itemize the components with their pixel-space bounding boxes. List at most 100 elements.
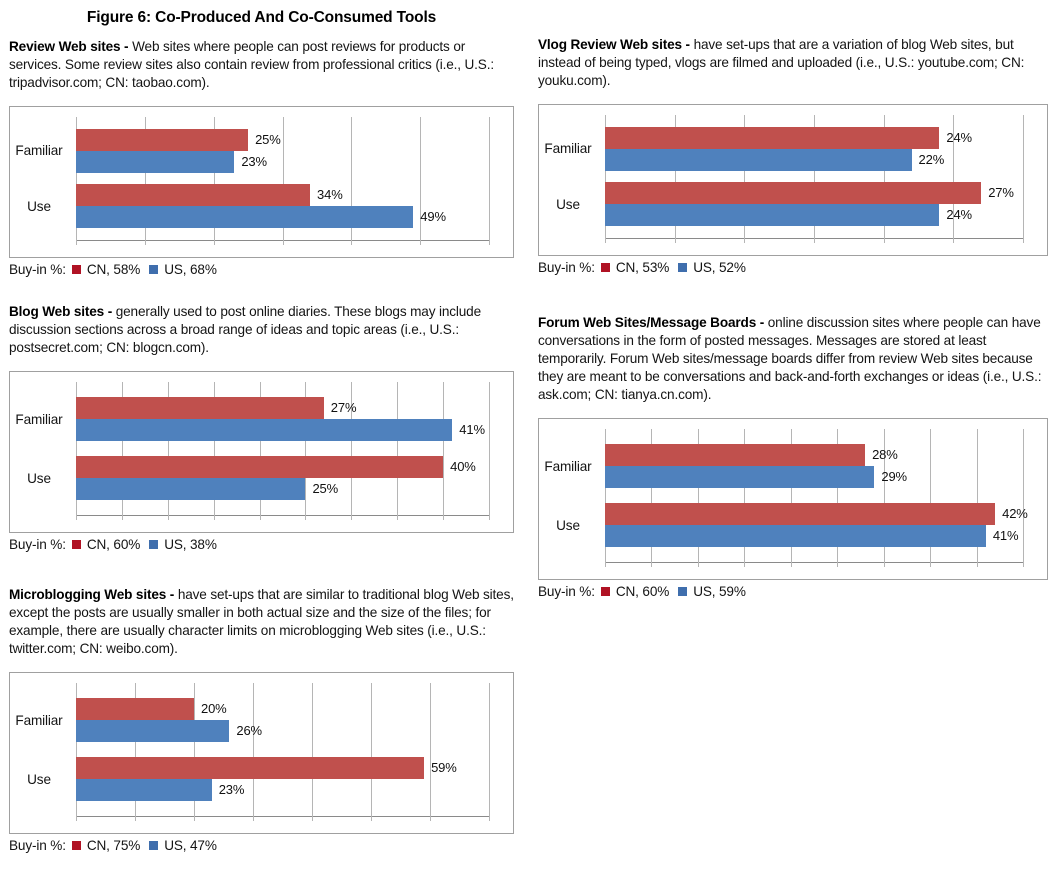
buyin-label: Buy-in %:	[9, 838, 66, 853]
category-label: Familiar	[15, 712, 63, 728]
bar-row-cn: 24%	[605, 126, 1023, 149]
bar-value-label: 23%	[241, 153, 267, 169]
bar-row-us: 41%	[76, 419, 489, 441]
bar-us-use	[76, 779, 212, 801]
gridline	[351, 382, 353, 520]
buyin-legend: Buy-in %: CN, 60% US, 59%	[538, 584, 1048, 599]
bar-us-use	[605, 204, 940, 227]
bar-cn-use	[76, 184, 311, 207]
bar-row-cn: 59%	[76, 757, 489, 779]
section-description: Blog Web sites - generally used to post …	[9, 303, 514, 357]
bar-value-label: 41%	[992, 528, 1019, 543]
cn-legend-swatch	[71, 841, 81, 850]
section-body: generally used to post online diaries. T…	[9, 304, 481, 355]
cn-legend-swatch	[600, 587, 610, 596]
gridline	[744, 115, 746, 243]
gridline	[144, 117, 146, 245]
cn-legend-swatch	[600, 263, 610, 272]
chart-review-web-sites: Familiar 25% 23% Use 34% 49%	[9, 106, 514, 258]
category-label: Use	[27, 198, 51, 214]
bar-cn-familiar	[605, 126, 940, 149]
plot-area: Familiar 25% 23% Use 34% 49%	[15, 117, 490, 245]
section-body: have set-ups that are a variation of blo…	[538, 37, 1025, 88]
gridline	[651, 429, 653, 567]
bar-value-label: 59%	[431, 760, 457, 775]
gridline	[253, 683, 254, 821]
section-lead: Review Web sites -	[9, 39, 129, 54]
bar-row-us: 41%	[605, 525, 1023, 547]
gridline	[697, 429, 699, 567]
section-lead: Microblogging Web sites -	[9, 587, 175, 602]
gridline	[790, 429, 792, 567]
section-blog-web-sites: Blog Web sites - generally used to post …	[9, 303, 514, 552]
gridline	[121, 382, 123, 520]
gridline	[420, 117, 422, 245]
bar-group-use: Use 40% 25%	[27, 456, 489, 500]
bar-group-familiar: Familiar 20% 26%	[15, 698, 489, 742]
bar-group-familiar: Familiar 28% 29%	[544, 444, 1023, 488]
bar-row-cn: 34%	[76, 184, 489, 207]
plot-area: Familiar 27% 41% Use 40% 25%	[15, 382, 490, 520]
category-label: Use	[27, 470, 51, 486]
bar-group-familiar: Familiar 24% 22%	[544, 126, 1023, 171]
bar-cn-familiar	[605, 444, 866, 466]
bar-row-us: 22%	[605, 148, 1023, 171]
bar-us-familiar	[76, 419, 453, 441]
section-review-web-sites: Review Web sites - Web sites where peopl…	[9, 38, 514, 277]
section-description: Microblogging Web sites - have set-ups t…	[9, 586, 514, 658]
bar-value-label: 41%	[459, 422, 485, 437]
figure-page: Figure 6: Co-Produced And Co-Consumed To…	[9, 6, 1048, 853]
gridline	[312, 683, 313, 821]
bar-row-us: 29%	[605, 466, 1023, 488]
category-label: Familiar	[15, 143, 63, 159]
bar-value-label: 24%	[946, 207, 972, 223]
buyin-us-value: US, 52%	[693, 260, 746, 275]
bar-cn-familiar	[76, 128, 249, 151]
bar-cn-use	[605, 182, 982, 205]
gridline	[135, 683, 136, 821]
bar-row-us: 25%	[76, 478, 489, 500]
section-forum-web-sites: Forum Web Sites/Message Boards - online …	[538, 314, 1048, 599]
bar-group-familiar: Familiar 25% 23%	[15, 128, 489, 173]
cn-legend-swatch	[71, 265, 81, 274]
chart-microblogging-web-sites: Familiar 20% 26% Use 59% 23%	[9, 672, 514, 834]
plot-area: Familiar 20% 26% Use 59% 23%	[15, 683, 490, 821]
buyin-label: Buy-in %:	[538, 260, 595, 275]
buyin-cn-value: CN, 60%	[615, 584, 670, 599]
figure-title: Figure 6: Co-Produced And Co-Consumed To…	[86, 9, 437, 26]
bar-row-cn: 25%	[76, 128, 489, 151]
bar-row-cn: 27%	[605, 182, 1023, 205]
buyin-cn-value: CN, 60%	[86, 537, 141, 552]
buyin-label: Buy-in %:	[9, 262, 66, 277]
gridline	[76, 683, 77, 821]
section-body: have set-ups that are similar to traditi…	[9, 587, 514, 656]
category-label: Familiar	[15, 411, 63, 427]
bar-row-us: 26%	[76, 720, 489, 742]
gridline	[953, 115, 955, 243]
bar-group-use: Use 59% 23%	[27, 757, 489, 801]
bar-row-cn: 27%	[76, 397, 489, 419]
category-label: Use	[27, 771, 51, 787]
gridline	[213, 117, 215, 245]
bar-cn-use	[76, 757, 425, 779]
section-lead: Forum Web Sites/Message Boards -	[538, 315, 765, 330]
bar-value-label: 24%	[946, 129, 972, 145]
bar-row-us: 24%	[605, 204, 1023, 227]
bar-group-use: Use 27% 24%	[556, 182, 1023, 227]
gridline	[883, 429, 885, 567]
bar-row-cn: 40%	[76, 456, 489, 478]
section-lead: Vlog Review Web sites -	[538, 37, 690, 52]
buyin-label: Buy-in %:	[538, 584, 595, 599]
bar-value-label: 27%	[330, 400, 357, 415]
bar-group-familiar: Familiar 27% 41%	[15, 397, 489, 441]
buyin-legend: Buy-in %: CN, 60% US, 38%	[9, 537, 514, 552]
chart-forum-web-sites: Familiar 28% 29% Use 42% 41%	[538, 418, 1048, 580]
gridline	[744, 429, 746, 567]
bar-value-label: 22%	[918, 151, 945, 167]
right-column: Vlog Review Web sites - have set-ups tha…	[538, 6, 1048, 853]
bar-cn-familiar	[76, 397, 324, 419]
gridline	[76, 382, 77, 520]
bar-value-label: 29%	[881, 469, 907, 484]
bar-us-familiar	[76, 720, 230, 742]
bar-group-use: Use 34% 49%	[27, 184, 489, 229]
